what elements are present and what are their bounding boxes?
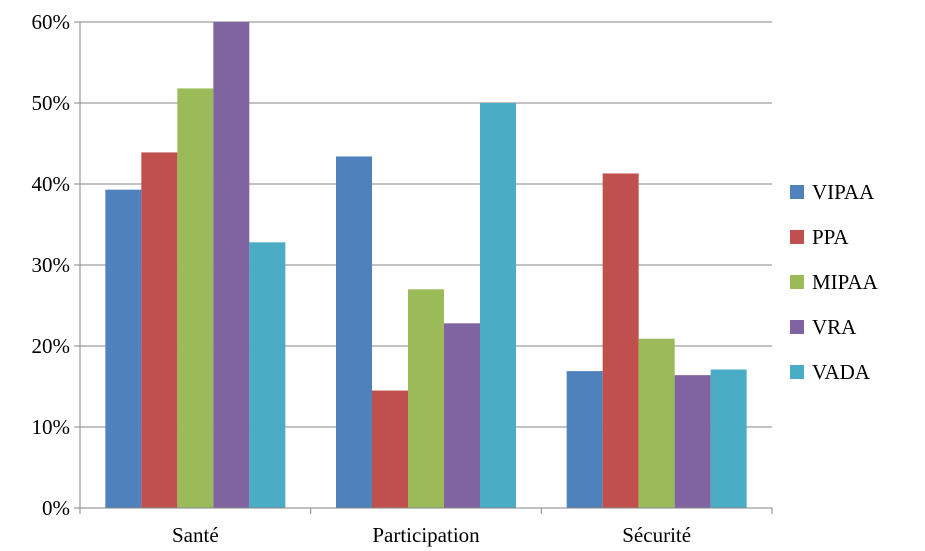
bar-vipaa-2 xyxy=(566,371,603,508)
bar-vipaa-1 xyxy=(336,156,372,508)
bar-mipaa-0 xyxy=(177,88,214,509)
bar-mipaa-1 xyxy=(408,289,444,508)
bar-ppa-1 xyxy=(372,390,408,508)
y-tick-label: 50% xyxy=(32,91,71,115)
y-tick-label: 20% xyxy=(32,334,71,358)
y-tick-label: 10% xyxy=(32,415,71,439)
x-category-label: Santé xyxy=(172,523,219,547)
legend-swatch-vada xyxy=(790,365,804,379)
axes xyxy=(74,21,773,514)
bars xyxy=(105,22,747,509)
bar-vra-0 xyxy=(213,22,250,508)
y-tick-label: 30% xyxy=(32,253,71,277)
bar-vada-1 xyxy=(480,103,516,508)
bar-vra-2 xyxy=(674,375,711,508)
y-tick-label: 0% xyxy=(42,496,70,520)
bar-vra-1 xyxy=(444,323,480,508)
legend-label-mipaa: MIPAA xyxy=(812,270,879,294)
bar-mipaa-2 xyxy=(638,338,675,508)
legend-label-vada: VADA xyxy=(812,360,871,384)
bar-ppa-0 xyxy=(141,152,178,508)
y-tick-label: 40% xyxy=(32,172,71,196)
x-category-label: Participation xyxy=(372,523,480,547)
bar-vipaa-0 xyxy=(105,189,142,509)
x-category-label: Sécurité xyxy=(622,523,691,547)
bar-vada-0 xyxy=(249,242,286,508)
bar-vada-2 xyxy=(710,369,747,508)
legend-swatch-vra xyxy=(790,320,804,334)
legend-label-ppa: PPA xyxy=(812,225,849,249)
legend-swatch-mipaa xyxy=(790,275,804,289)
bar-ppa-2 xyxy=(602,173,639,508)
x-category-labels: Santé Participation Sécurité xyxy=(172,523,691,547)
legend: VIPAA PPA MIPAA VRA VADA xyxy=(790,180,879,384)
legend-swatch-vipaa xyxy=(790,185,804,199)
legend-swatch-ppa xyxy=(790,230,804,244)
legend-label-vra: VRA xyxy=(812,315,857,339)
y-tick-label: 60% xyxy=(32,10,71,34)
y-tick-labels: 0% 10% 20% 30% 40% 50% 60% xyxy=(32,10,71,520)
legend-label-vipaa: VIPAA xyxy=(812,180,875,204)
